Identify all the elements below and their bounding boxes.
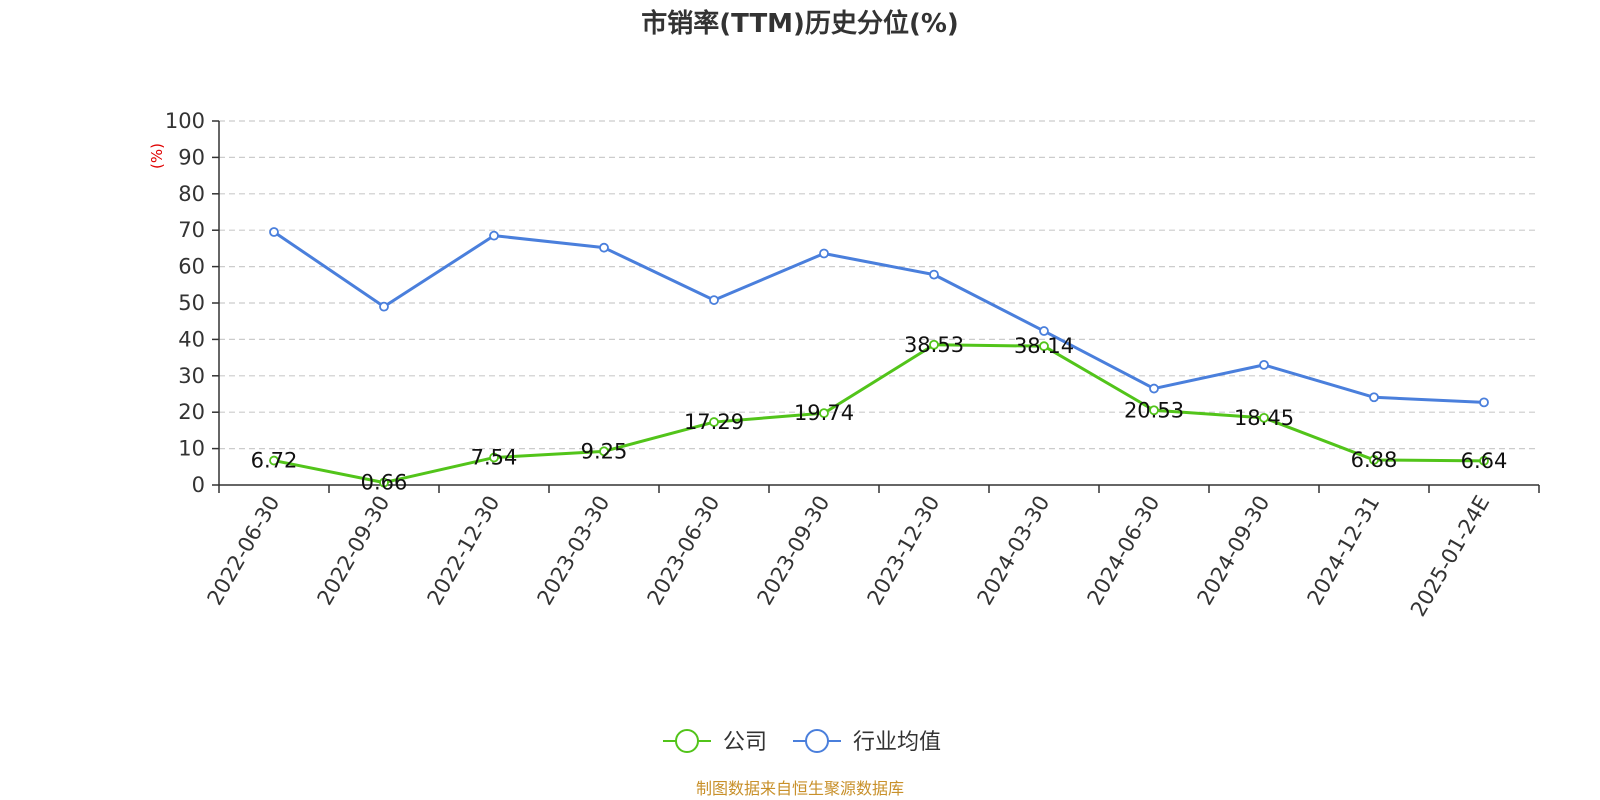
legend-marker <box>805 729 829 753</box>
x-tick-label: 2023-06-30 <box>643 492 725 610</box>
legend-item-0[interactable]: 公司 <box>663 729 767 755</box>
data-label: 19.74 <box>794 401 854 425</box>
data-point <box>1149 405 1159 416</box>
x-tick-label: 2024-12-31 <box>1303 492 1385 610</box>
series-layer: 6.72 0.66 7.54 9.25 17.29 19.74 38.53 38.14 20.5… <box>251 227 1508 495</box>
data-label: 38.53 <box>904 333 964 357</box>
x-tick-label: 2025-01-24E <box>1406 492 1494 621</box>
source-note: 制图数据来自恒生聚源数据库 <box>696 779 904 798</box>
y-tick-label: 10 <box>178 437 205 461</box>
data-label: 17.29 <box>684 410 744 434</box>
data-point <box>599 242 609 253</box>
data-label: 7.54 <box>471 446 518 470</box>
data-point <box>269 227 279 237</box>
data-point <box>819 408 829 419</box>
data-point <box>1479 455 1489 466</box>
data-point <box>1149 383 1159 394</box>
x-tick-label: 2024-09-30 <box>1193 492 1275 610</box>
y-tick-label: 40 <box>178 327 205 351</box>
y-tick-label: 20 <box>178 400 205 424</box>
legend-item-1[interactable]: 行业均值 <box>793 729 941 755</box>
x-tick-label: 2022-06-30 <box>203 492 285 610</box>
x-axis-ticks: 2022-06-30 2022-09-30 2022-12-30 2023-03-30… <box>203 485 1540 621</box>
y-axis-ticks: 0 10 20 30 40 50 60 70 80 90 100 <box>165 109 219 497</box>
legend[interactable]: 公司 行业均值 <box>663 729 941 755</box>
data-label: 9.25 <box>581 439 628 463</box>
y-tick-label: 60 <box>178 255 205 279</box>
data-point <box>1259 412 1269 423</box>
data-point <box>1479 397 1489 408</box>
data-point <box>489 230 499 241</box>
data-point <box>929 339 939 350</box>
data-point <box>1039 326 1049 336</box>
y-tick-label: 90 <box>178 145 205 169</box>
data-point <box>819 248 829 259</box>
data-label: 20.53 <box>1124 398 1184 422</box>
data-label: 6.88 <box>1351 448 1398 472</box>
legend-label: 公司 <box>723 730 767 755</box>
legend-label: 行业均值 <box>853 730 941 755</box>
x-tick-label: 2023-09-30 <box>753 492 835 610</box>
data-point <box>929 269 939 280</box>
x-tick-label: 2024-06-30 <box>1083 492 1165 610</box>
y-tick-label: 70 <box>178 218 205 242</box>
y-tick-label: 100 <box>165 109 205 133</box>
legend-marker <box>675 729 699 753</box>
y-tick-label: 50 <box>178 291 205 315</box>
data-point <box>489 452 499 463</box>
data-point <box>1369 392 1379 403</box>
series-0 <box>269 339 1489 488</box>
y-tick-label: 80 <box>178 182 205 206</box>
series-1 <box>269 227 1489 408</box>
data-point <box>709 417 719 427</box>
x-tick-label: 2023-12-30 <box>863 492 945 610</box>
data-label: 18.45 <box>1234 406 1294 430</box>
x-tick-label: 2023-03-30 <box>533 492 615 610</box>
y-tick-label: 30 <box>178 364 205 388</box>
data-point <box>1039 341 1049 352</box>
data-point <box>1259 359 1269 370</box>
x-tick-label: 2024-03-30 <box>973 492 1055 610</box>
data-point <box>269 455 279 466</box>
data-label: 0.66 <box>361 471 408 495</box>
y-axis-unit: (%) <box>148 143 166 169</box>
series-line <box>273 343 1485 485</box>
y-tick-label: 0 <box>192 473 205 497</box>
data-labels: 6.72 0.66 7.54 9.25 17.29 19.74 38.53 38.14 20.5… <box>251 333 1508 495</box>
data-point <box>599 446 609 457</box>
series-line <box>273 230 1485 404</box>
x-tick-label: 2022-12-30 <box>423 492 505 610</box>
data-point <box>379 477 389 488</box>
grid-lines <box>219 120 1539 450</box>
data-label: 38.14 <box>1014 334 1074 358</box>
data-point <box>379 301 389 312</box>
x-tick-label: 2022-09-30 <box>313 492 395 610</box>
data-label: 6.72 <box>251 449 298 473</box>
data-label: 6.64 <box>1461 449 1508 473</box>
data-point <box>709 295 719 305</box>
chart-title: 市销率(TTM)历史分位(%) <box>641 8 959 39</box>
data-point <box>1369 455 1379 465</box>
